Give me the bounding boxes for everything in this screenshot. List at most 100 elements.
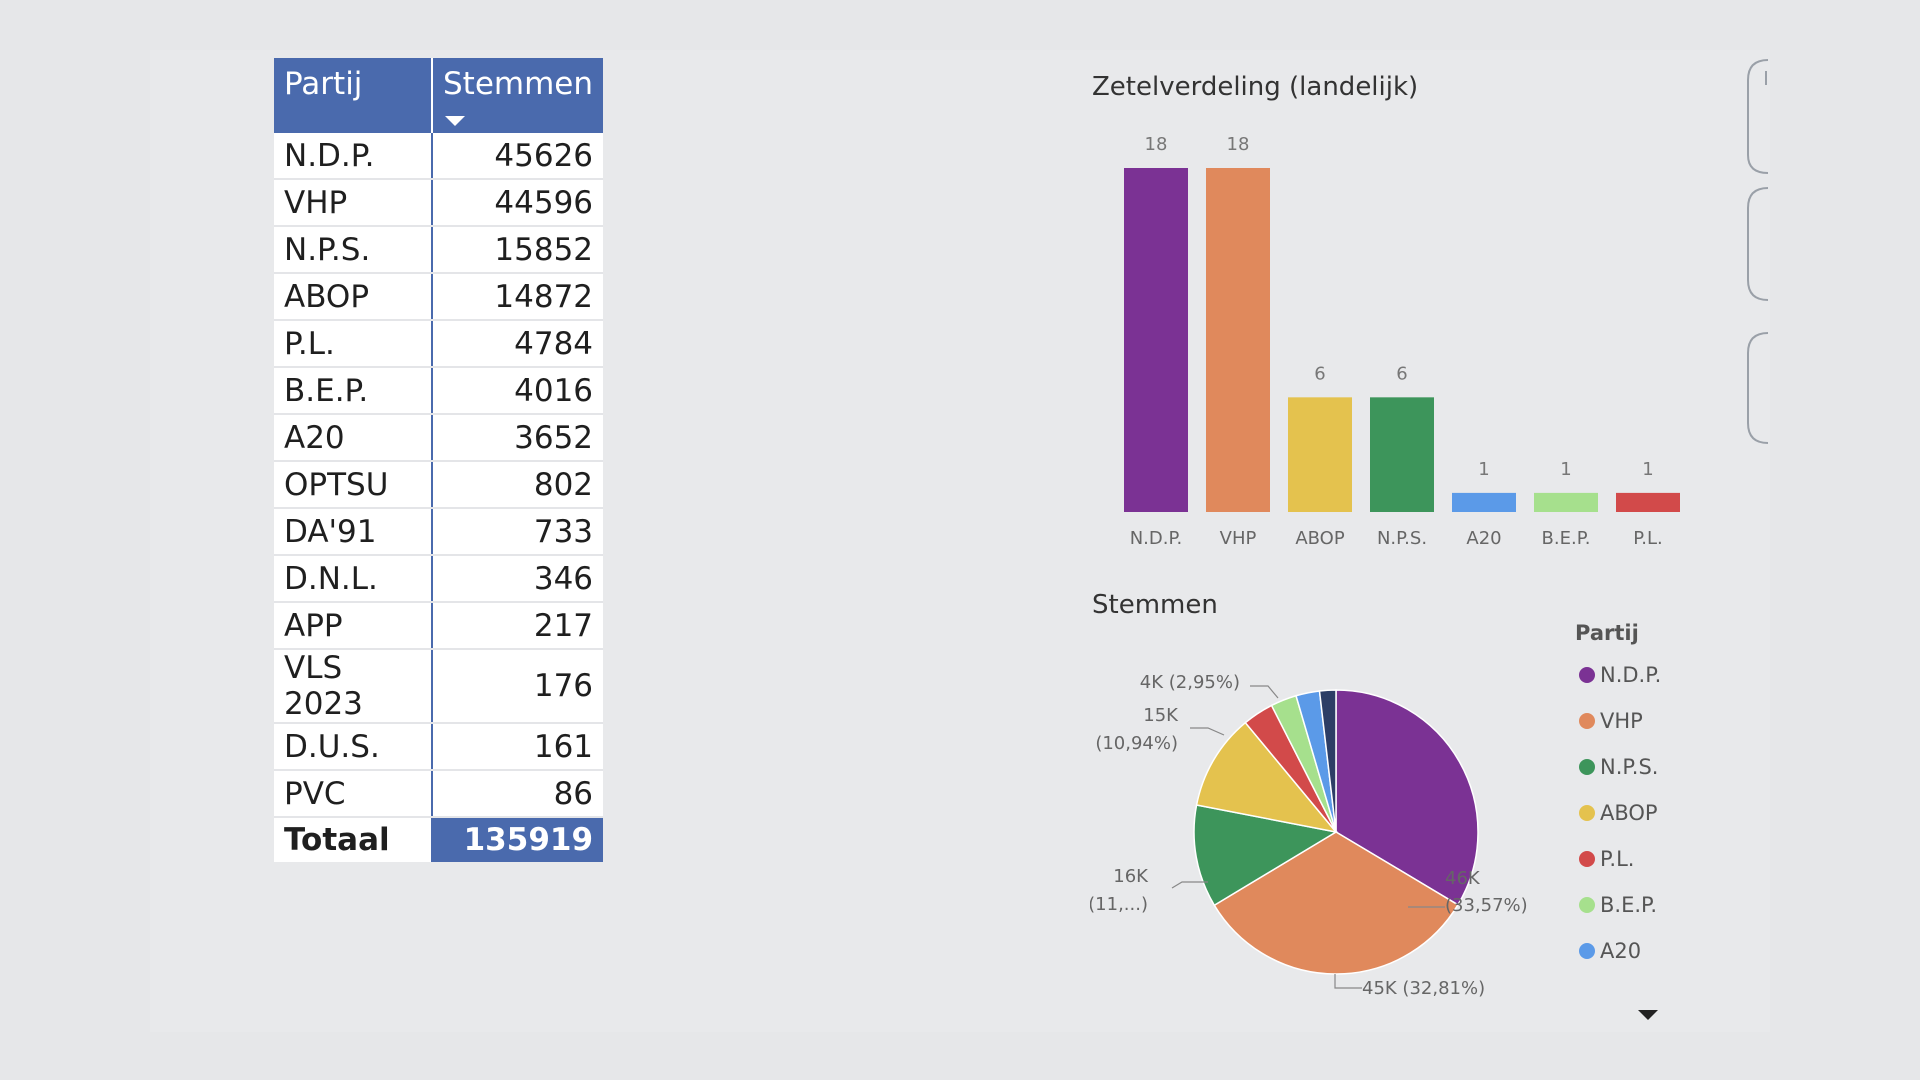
pie-data-label: (11,...): [1090, 894, 1148, 915]
legend-item[interactable]: VHP: [1579, 709, 1643, 733]
seat-bar-chart: 18 N.D.P. 18 VHP 6 ABOP 6 N.P.S. 1 A20 1 B.E.P. 1 P.L…: [1124, 134, 1680, 549]
table-row[interactable]: B.E.P. 4016: [274, 367, 604, 415]
table-row[interactable]: OPTSU 802: [274, 461, 604, 509]
legend-item[interactable]: P.L.: [1579, 847, 1634, 871]
party-cell: N.D.P.: [274, 133, 433, 180]
bar[interactable]: [1206, 168, 1270, 512]
legend-item[interactable]: B.E.P.: [1579, 893, 1657, 917]
x-tick-label: P.L.: [1633, 528, 1663, 549]
legend-label: VHP: [1600, 709, 1643, 733]
pie-slice[interactable]: [1195, 721, 1338, 834]
header-votes[interactable]: Stemmen: [432, 58, 604, 133]
votes-cell: 3652: [432, 414, 604, 462]
table-row[interactable]: APP 217: [274, 602, 604, 650]
votes-cell: 4016: [432, 367, 604, 415]
x-tick-label: N.P.S.: [1377, 528, 1427, 549]
legend-label: N.D.P.: [1600, 663, 1661, 687]
legend-marker: [1579, 667, 1595, 683]
legend-item[interactable]: ABOP: [1579, 801, 1658, 825]
table-row[interactable]: VHP 44596: [274, 179, 604, 227]
party-cell: DA'91: [274, 508, 433, 556]
sort-desc-icon[interactable]: [445, 116, 465, 126]
legend-marker: [1579, 851, 1595, 867]
bar[interactable]: [1452, 492, 1516, 512]
slicer-edge-2[interactable]: [1747, 187, 1769, 301]
legend-marker: [1579, 897, 1595, 913]
slicer-panel-edges: [1747, 59, 1769, 444]
party-cell: ABOP: [274, 273, 433, 321]
legend-item[interactable]: A20: [1579, 939, 1641, 963]
table-row[interactable]: D.N.L. 346: [274, 555, 604, 603]
legend-marker: [1579, 943, 1595, 959]
x-tick-label: A20: [1466, 528, 1501, 549]
legend-scroll-down-icon[interactable]: [1636, 1008, 1660, 1022]
table-row[interactable]: VLS 2023 176: [274, 649, 604, 724]
votes-cell: 161: [432, 723, 604, 771]
legend-marker: [1579, 805, 1595, 821]
pie-data-label: 45K (32,81%): [1362, 978, 1485, 999]
legend-label: A20: [1600, 939, 1641, 963]
bar[interactable]: [1288, 397, 1352, 512]
party-cell: P.L.: [274, 320, 433, 368]
pie-data-label: 16K: [1113, 866, 1149, 887]
table-row[interactable]: PVC 86: [274, 770, 604, 818]
table-row[interactable]: DA'91 733: [274, 508, 604, 556]
table-row[interactable]: D.U.S. 161: [274, 723, 604, 771]
table-header-row: Partij Stemmen: [274, 58, 604, 133]
votes-cell: 802: [432, 461, 604, 509]
legend-label: ABOP: [1600, 801, 1658, 825]
total-label: Totaal: [274, 817, 433, 862]
legend-label: P.L.: [1600, 847, 1634, 871]
legend-marker: [1579, 759, 1595, 775]
bar[interactable]: [1534, 492, 1598, 512]
total-row: Totaal 135919: [274, 817, 604, 862]
votes-cell: 15852: [432, 226, 604, 274]
votes-cell: 4784: [432, 320, 604, 368]
x-tick-label: ABOP: [1295, 528, 1345, 549]
pie-slice[interactable]: [1335, 689, 1479, 906]
x-tick-label: N.D.P.: [1130, 528, 1183, 549]
table-row[interactable]: ABOP 14872: [274, 273, 604, 321]
votes-cell: 346: [432, 555, 604, 603]
header-votes-label: Stemmen: [443, 66, 594, 102]
table-row[interactable]: N.P.S. 15852: [274, 226, 604, 274]
pie-data-label: 4K (2,95%): [1140, 672, 1240, 693]
party-cell: B.E.P.: [274, 367, 433, 415]
pie-slice[interactable]: [1213, 831, 1459, 975]
pie-leader-line: [1171, 881, 1208, 889]
table-body: N.D.P. 45626 VHP 44596 N.P.S. 15852 ABOP 14872 P…: [274, 133, 604, 862]
bar-value-label: 6: [1396, 363, 1407, 384]
table-row[interactable]: A20 3652: [274, 414, 604, 462]
pie-data-label: (33,57%): [1445, 895, 1528, 916]
pie-slice[interactable]: [1193, 804, 1339, 907]
pie-leader-line: [1190, 727, 1225, 736]
party-cell: VHP: [274, 179, 433, 227]
pie-data-label: (10,94%): [1095, 733, 1178, 754]
party-cell: D.U.S.: [274, 723, 433, 771]
slicer-edge-1[interactable]: [1747, 59, 1769, 174]
party-cell: D.N.L.: [274, 555, 433, 603]
table-row[interactable]: P.L. 4784: [274, 320, 604, 368]
votes-cell: 217: [432, 602, 604, 650]
bar-chart-title: Zetelverdeling (landelijk): [1092, 72, 1419, 102]
slicer-edge-3[interactable]: [1747, 332, 1769, 444]
total-value: 135919: [432, 817, 604, 862]
party-cell: VLS 2023: [274, 649, 433, 724]
votes-pie-chart: 46K (33,57%) 45K (32,81%) 16K (11,...) 15K (10…: [1090, 621, 1661, 999]
pie-leader-line: [1334, 974, 1362, 989]
bar[interactable]: [1370, 397, 1434, 512]
party-cell: APP: [274, 602, 433, 650]
legend-item[interactable]: N.D.P.: [1579, 663, 1661, 687]
bar[interactable]: [1616, 492, 1680, 512]
header-party[interactable]: Partij: [274, 58, 433, 133]
pie-chart-title: Stemmen: [1092, 590, 1218, 620]
legend-item[interactable]: N.P.S.: [1579, 755, 1658, 779]
pie-slice[interactable]: [1318, 689, 1337, 833]
legend-label: B.E.P.: [1600, 893, 1657, 917]
bar-value-label: 18: [1145, 134, 1168, 155]
header-party-label: Partij: [284, 66, 363, 102]
table-row[interactable]: N.D.P. 45626: [274, 133, 604, 180]
bar[interactable]: [1124, 168, 1188, 512]
bar-value-label: 1: [1560, 459, 1571, 480]
bar-value-label: 6: [1314, 363, 1325, 384]
